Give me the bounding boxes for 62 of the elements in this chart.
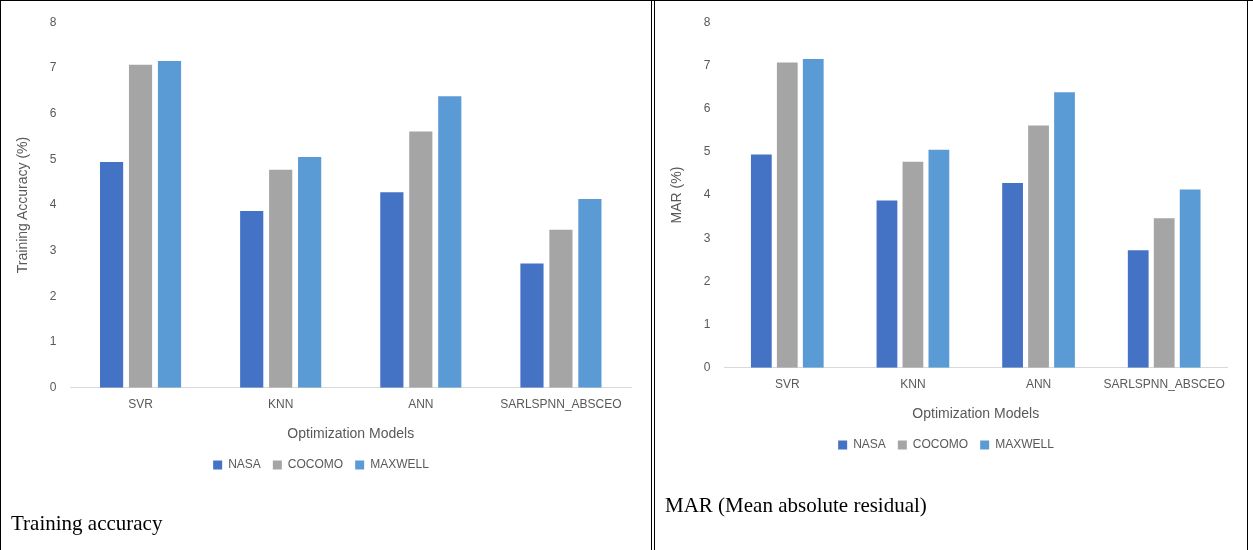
- x-tick-label: ANN: [1025, 377, 1052, 392]
- x-tick-label: KNN: [900, 377, 926, 392]
- y-tick-label: 1: [703, 316, 711, 331]
- y-axis-title: MAR (%): [668, 166, 685, 224]
- bar: [298, 157, 322, 388]
- y-tick-label: 8: [49, 14, 57, 29]
- bar: [1002, 182, 1023, 368]
- x-tick-label: SARLSPNN_ABSCEO: [500, 397, 622, 412]
- bar: [750, 154, 772, 368]
- bar: [1028, 125, 1049, 368]
- x-tick-label: SVR: [774, 377, 800, 392]
- y-tick-label: 7: [49, 60, 57, 75]
- bar: [520, 263, 544, 388]
- bar: [776, 62, 798, 368]
- bar: [928, 149, 950, 368]
- y-tick-label: 6: [49, 105, 57, 120]
- y-tick-label: 1: [49, 334, 57, 349]
- bar: [1153, 218, 1175, 368]
- y-tick-label: 0: [703, 360, 711, 375]
- text: Training accuracy: [11, 511, 163, 536]
- bar: [128, 64, 153, 388]
- bar: [1127, 250, 1149, 368]
- bar: [1054, 92, 1075, 368]
- bar: [549, 229, 573, 388]
- y-tick-label: 0: [49, 380, 57, 395]
- bar: [438, 96, 462, 388]
- legend-label: COCOMO: [912, 437, 969, 452]
- bar: [578, 199, 602, 388]
- y-tick-label: 6: [703, 100, 711, 115]
- bar: [902, 161, 924, 368]
- bar: [802, 58, 824, 368]
- legend-label: NASA: [853, 437, 886, 452]
- y-tick-label: 5: [703, 144, 711, 159]
- x-tick-label: ANN: [408, 397, 434, 412]
- x-tick-label: KNN: [268, 397, 294, 412]
- x-axis-title: Optimization Models: [287, 425, 415, 442]
- bar: [876, 200, 898, 368]
- legend-label: MAXWELL: [995, 437, 1055, 452]
- text: MAR (Mean absolute residual): [665, 493, 927, 518]
- y-tick-label: 5: [49, 151, 57, 166]
- bar: [157, 61, 182, 388]
- bar: [409, 131, 433, 388]
- y-tick-label: 4: [49, 197, 57, 212]
- legend-label: NASA: [228, 457, 261, 472]
- bar: [1179, 189, 1201, 368]
- y-axis-title: Training Accuracy (%): [14, 136, 31, 274]
- y-tick-label: 4: [703, 187, 711, 202]
- y-tick-label: 8: [703, 14, 711, 29]
- bar: [240, 210, 264, 388]
- bar: [380, 192, 404, 388]
- x-tick-label: SARLSPNN_ABSCEO: [1103, 377, 1225, 392]
- bar: [100, 162, 124, 388]
- x-tick-label: SVR: [128, 397, 154, 412]
- y-tick-label: 2: [703, 273, 711, 288]
- legend-label: COCOMO: [287, 457, 344, 472]
- legend-label: MAXWELL: [370, 457, 430, 472]
- x-axis-title: Optimization Models: [912, 405, 1040, 422]
- y-tick-label: 3: [49, 243, 57, 258]
- y-tick-label: 3: [703, 230, 711, 245]
- bar: [269, 169, 293, 388]
- y-tick-label: 2: [49, 288, 57, 303]
- y-tick-label: 7: [703, 57, 711, 72]
